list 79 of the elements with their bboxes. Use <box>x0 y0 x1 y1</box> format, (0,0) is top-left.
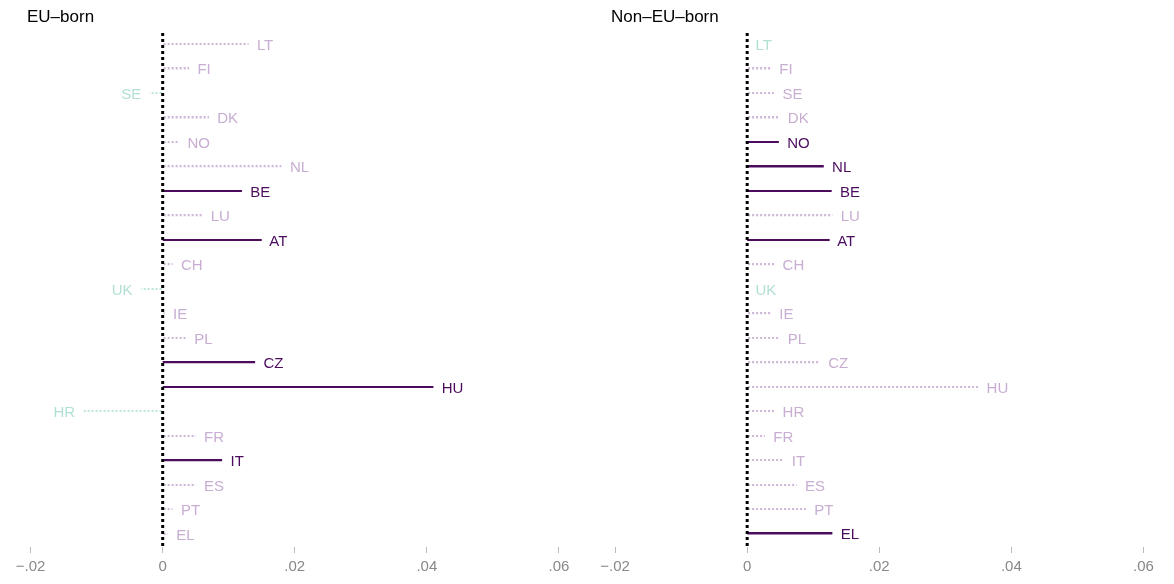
x-tick-label: .06 <box>548 557 570 574</box>
category-label: IT <box>230 451 244 469</box>
bar <box>162 141 180 143</box>
x-tick-label: −.02 <box>600 557 630 574</box>
bar <box>162 386 434 388</box>
bar <box>747 361 820 364</box>
bar <box>747 190 832 192</box>
category-label: AT <box>837 231 856 249</box>
category-label: PT <box>180 500 201 518</box>
bar <box>747 410 775 413</box>
category-label: NO <box>187 133 211 151</box>
category-label: AT <box>269 231 288 249</box>
bar <box>162 484 196 486</box>
bar <box>747 312 771 315</box>
x-tick-label: 0 <box>158 557 167 574</box>
category-label: FR <box>773 427 794 445</box>
category-label: FI <box>779 59 793 77</box>
chart-title: EU–born <box>27 7 95 26</box>
bar <box>162 190 242 192</box>
category-label: NL <box>832 157 852 175</box>
bar <box>162 43 249 45</box>
bar <box>747 532 833 535</box>
x-tick-label: −.02 <box>15 557 46 574</box>
category-label: CH <box>180 255 203 273</box>
category-label: LU <box>210 206 230 224</box>
bar <box>162 508 173 511</box>
category-label: NL <box>289 157 310 175</box>
category-label: IE <box>779 304 794 322</box>
bar <box>747 239 830 241</box>
chart-title: Non–EU–born <box>611 7 719 26</box>
category-label: UK <box>111 280 133 298</box>
category-label: BE <box>840 182 861 200</box>
bar <box>162 337 186 339</box>
bar <box>747 459 784 462</box>
category-label: PT <box>814 500 834 518</box>
category-label: PL <box>194 329 213 347</box>
category-label: CZ <box>263 353 284 371</box>
bar <box>747 484 797 486</box>
category-label: FI <box>197 59 211 77</box>
category-label: HU <box>986 378 1009 396</box>
category-label: EL <box>840 524 860 542</box>
category-label: CH <box>782 255 805 273</box>
category-label: EL <box>176 525 195 543</box>
category-label: NO <box>787 133 810 151</box>
category-label: DK <box>787 108 809 126</box>
bar <box>747 386 979 388</box>
category-label: BE <box>250 182 271 200</box>
x-tick-label: .02 <box>868 557 890 574</box>
category-label: IT <box>791 451 806 469</box>
bar <box>140 288 163 290</box>
x-tick-label: 0 <box>743 557 752 574</box>
x-tick-label: .02 <box>284 557 306 574</box>
category-label: LT <box>256 35 274 53</box>
category-label: ES <box>805 476 826 494</box>
bar <box>747 337 780 339</box>
bar <box>162 239 262 241</box>
category-label: HR <box>782 402 805 420</box>
bar <box>149 92 163 94</box>
category-label: SE <box>121 84 142 102</box>
bar <box>747 141 779 143</box>
bar <box>83 410 163 413</box>
category-label: DK <box>217 108 239 126</box>
x-tick-label: .06 <box>1132 557 1154 574</box>
category-label: HU <box>441 378 464 396</box>
x-tick-label: .04 <box>416 557 438 574</box>
category-label: LT <box>755 35 772 53</box>
category-label: ES <box>204 476 225 494</box>
category-label: UK <box>755 280 777 298</box>
category-label: IE <box>173 304 188 322</box>
category-label: SE <box>782 84 803 102</box>
bar <box>162 435 196 437</box>
x-tick-label: .04 <box>1000 557 1022 574</box>
category-label: HR <box>53 402 76 420</box>
category-label: CZ <box>828 353 849 371</box>
category-label: FR <box>204 427 225 445</box>
category-label: PL <box>787 329 807 347</box>
bar <box>747 92 775 94</box>
bar <box>747 508 806 511</box>
category-label: LU <box>840 206 860 224</box>
